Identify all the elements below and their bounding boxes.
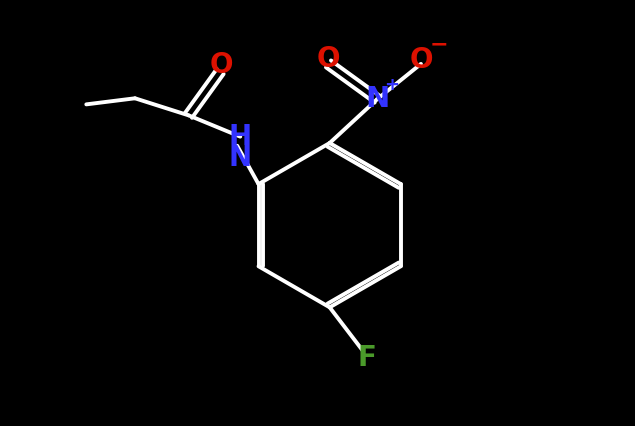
Text: +: + [384, 75, 399, 94]
Text: O: O [409, 46, 432, 74]
Text: H: H [229, 123, 252, 151]
Text: F: F [358, 345, 376, 372]
Text: −: − [430, 35, 448, 55]
Text: O: O [210, 52, 233, 79]
Text: O: O [317, 45, 340, 73]
Text: N: N [365, 85, 389, 113]
Text: N: N [229, 144, 252, 172]
